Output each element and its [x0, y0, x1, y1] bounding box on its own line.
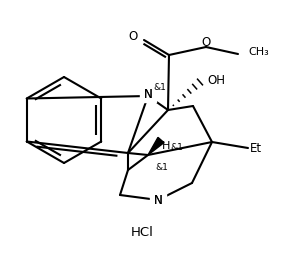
- Text: H: H: [162, 141, 170, 151]
- Text: N: N: [144, 88, 153, 102]
- Polygon shape: [148, 137, 164, 155]
- Text: O: O: [129, 29, 138, 42]
- Text: &1: &1: [153, 83, 166, 91]
- Text: O: O: [201, 37, 211, 50]
- Bar: [150, 193, 166, 207]
- Text: &1: &1: [170, 144, 183, 152]
- Text: OH: OH: [207, 73, 225, 87]
- Text: CH₃: CH₃: [248, 47, 269, 57]
- Text: N: N: [154, 194, 162, 207]
- Text: Et: Et: [250, 141, 262, 154]
- Text: N: N: [144, 88, 153, 102]
- Text: HCl: HCl: [131, 226, 153, 239]
- Text: &1: &1: [155, 164, 168, 172]
- Text: N: N: [154, 194, 162, 207]
- Bar: [140, 88, 156, 102]
